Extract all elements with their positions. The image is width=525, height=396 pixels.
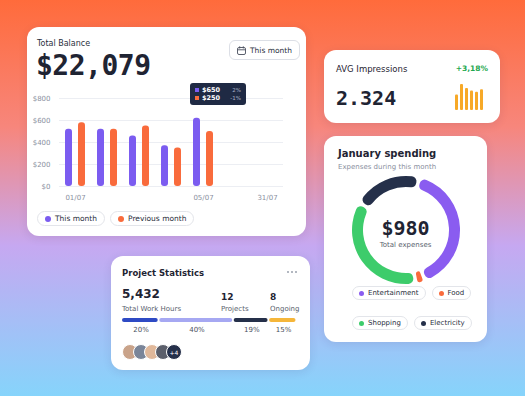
html-text:8: 8 xyxy=(270,292,277,302)
svg-text:$800: $800 xyxy=(33,95,51,103)
svg-text:$400: $400 xyxy=(33,139,51,147)
svg-text:$200: $200 xyxy=(33,161,51,169)
html-text:Projects: Projects xyxy=(221,305,249,313)
html-text:Total Balance: Total Balance xyxy=(37,39,91,48)
svg-text:20%: 20% xyxy=(133,326,149,334)
html-text:Entertainment: Entertainment xyxy=(368,289,419,297)
html-text:+3,18%: +3,18% xyxy=(455,64,488,73)
svg-text:31/07: 31/07 xyxy=(257,194,277,202)
html-text:January spending: January spending xyxy=(338,148,437,159)
html-text:This month: This month xyxy=(55,214,98,223)
html-text:+4: +4 xyxy=(169,348,179,356)
html-text:Expenses during this month: Expenses during this month xyxy=(338,163,437,171)
svg-text:05/07: 05/07 xyxy=(193,194,213,202)
html-text:Food: Food xyxy=(447,289,465,297)
html-text:$250: $250 xyxy=(202,94,221,102)
html-text:$980: $980 xyxy=(381,216,430,240)
html-text:Electricity: Electricity xyxy=(429,319,465,327)
html-text:$22,079: $22,079 xyxy=(36,49,151,82)
html-text:-1%: -1% xyxy=(230,95,241,101)
html-text:2.324: 2.324 xyxy=(336,86,397,110)
html-text:Project Statistics: Project Statistics xyxy=(122,268,204,278)
html-text:Ongoing: Ongoing xyxy=(270,305,300,313)
svg-text:$600: $600 xyxy=(33,117,51,125)
html-text:Total Work Hours: Total Work Hours xyxy=(122,305,181,313)
svg-text:40%: 40% xyxy=(189,326,205,334)
svg-text:$0: $0 xyxy=(42,183,51,191)
html-text:Previous month: Previous month xyxy=(128,214,187,223)
svg-text:01/07: 01/07 xyxy=(65,194,85,202)
html-text:12: 12 xyxy=(221,292,234,302)
html-text:This month: This month xyxy=(250,45,293,55)
html-text:$650: $650 xyxy=(202,86,221,94)
html-text:5,432: 5,432 xyxy=(122,287,160,301)
svg-text:15%: 15% xyxy=(276,326,292,334)
svg-text:19%: 19% xyxy=(244,326,260,334)
html-text:Shopping: Shopping xyxy=(368,319,401,327)
html-text:AVG Impressions: AVG Impressions xyxy=(336,64,408,74)
html-text:2%: 2% xyxy=(232,87,241,93)
html-text:Total expenses: Total expenses xyxy=(379,241,432,249)
